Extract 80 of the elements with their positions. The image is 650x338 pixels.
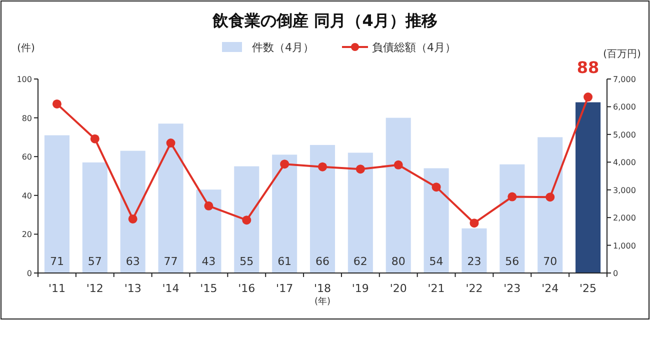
- y2-tick-label: 2,000: [613, 214, 636, 223]
- y-tick-label: 40: [22, 191, 32, 200]
- bar: [158, 124, 184, 273]
- bar: [386, 118, 411, 273]
- y2-tick-label: 5,000: [613, 130, 636, 140]
- bar: [462, 228, 487, 273]
- point: [318, 162, 327, 172]
- annotation: 88: [576, 58, 600, 77]
- point: [204, 201, 214, 210]
- y2-axis-title: (百万円): [603, 49, 641, 60]
- x-tick-label: '14: [162, 282, 180, 295]
- x-tick-label: '12: [86, 282, 104, 295]
- x-tick-label: '17: [276, 282, 294, 295]
- x-tick-label: '22: [466, 282, 483, 295]
- y2-tick-label: 4,000: [613, 158, 636, 168]
- y-axis-title: (件): [17, 43, 35, 54]
- legend-label: 負債総額（4月）: [372, 41, 456, 54]
- point: [128, 214, 138, 224]
- point: [242, 216, 252, 225]
- point: [280, 160, 290, 169]
- data-label: 56: [505, 255, 520, 268]
- y2-tick-label: 1,000: [613, 241, 636, 250]
- point: [166, 138, 176, 148]
- data-label: 43: [202, 255, 216, 268]
- chart-title: 飲食業の倒産 同月（4月）推移: [212, 11, 438, 30]
- data-label: 62: [353, 255, 368, 268]
- data-label: 57: [88, 255, 102, 268]
- point: [432, 182, 441, 192]
- bar: [424, 168, 449, 273]
- data-label: 54: [429, 255, 444, 268]
- y2-tick-label: 7,000: [613, 75, 636, 84]
- x-tick-label: '21: [428, 282, 445, 295]
- x-tick-label: '25: [580, 282, 597, 295]
- y-tick-label: 0: [26, 269, 32, 278]
- x-tick-label: '24: [542, 282, 559, 295]
- point: [584, 92, 593, 102]
- bar: [120, 150, 146, 273]
- point: [52, 99, 62, 108]
- data-label: 70: [543, 255, 558, 268]
- bar: [538, 137, 563, 273]
- bar: [196, 190, 222, 273]
- data-label: 66: [316, 255, 330, 268]
- x-tick-label: '20: [390, 282, 407, 295]
- bar: [500, 164, 525, 273]
- y2-tick-label: 6,000: [613, 102, 636, 112]
- bar: [44, 135, 70, 273]
- bar: [272, 154, 298, 273]
- x-axis-title: (年): [314, 296, 331, 307]
- bar: [234, 166, 260, 273]
- data-label: 80: [391, 255, 406, 268]
- bar: [348, 152, 373, 273]
- bar: [310, 144, 336, 273]
- point: [470, 218, 479, 228]
- x-tick-label: '19: [352, 282, 369, 295]
- legend-label: 件数（4月）: [252, 41, 314, 54]
- y2-tick-label: 0: [613, 269, 618, 278]
- point: [356, 164, 365, 174]
- x-tick-label: '23: [504, 282, 521, 295]
- bar: [82, 162, 108, 273]
- bar: [576, 102, 601, 273]
- x-tick-label: '13: [124, 282, 142, 295]
- y-tick-label: 80: [22, 114, 32, 123]
- data-label: 55: [240, 255, 254, 268]
- y-tick-label: 20: [22, 230, 32, 240]
- data-label: 77: [164, 255, 178, 268]
- point: [546, 192, 555, 202]
- x-tick-label: '11: [48, 282, 66, 295]
- y-tick-label: 100: [16, 75, 32, 84]
- y-tick-label: 60: [22, 152, 32, 162]
- point: [90, 134, 100, 144]
- data-label: 23: [467, 255, 482, 268]
- data-label: 63: [126, 255, 140, 268]
- point: [394, 160, 403, 170]
- x-tick-label: '15: [200, 282, 218, 295]
- x-tick-label: '18: [314, 282, 332, 295]
- x-tick-label: '16: [238, 282, 256, 295]
- point: [508, 192, 517, 202]
- data-label: 71: [50, 255, 64, 268]
- data-label: 61: [278, 255, 292, 268]
- y2-tick-label: 3,000: [613, 186, 636, 195]
